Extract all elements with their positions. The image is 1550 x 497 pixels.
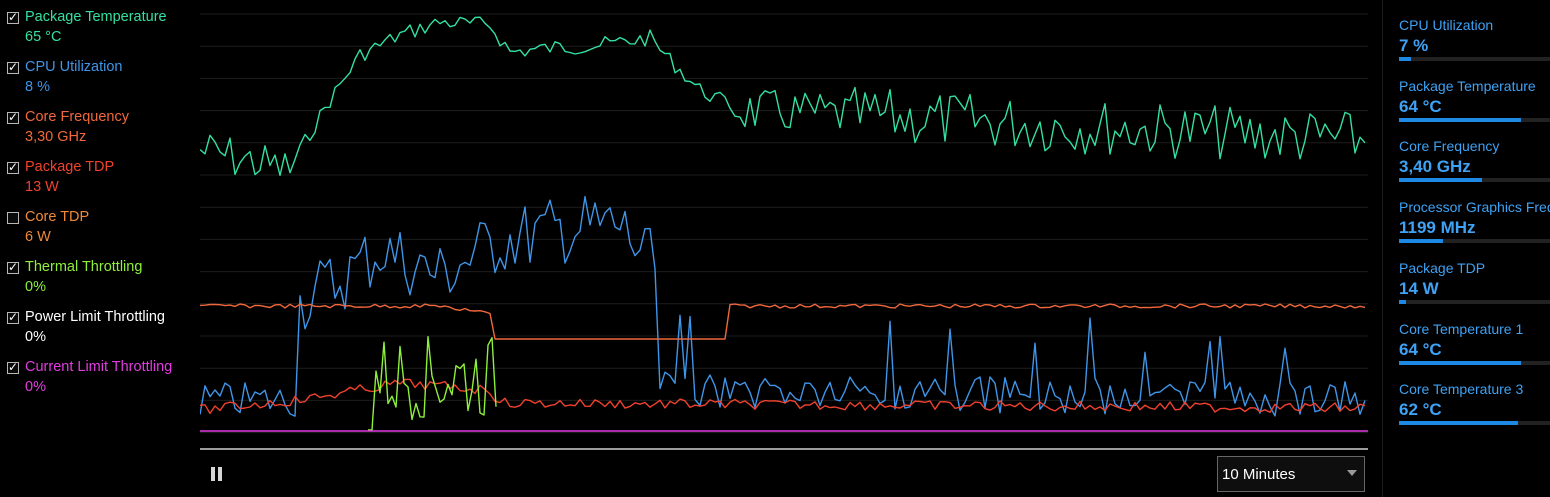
metric-bar <box>1399 360 1550 365</box>
metric-label: CPU Utilization <box>1399 17 1494 33</box>
time-range-select[interactable]: 10 Minutes <box>1217 456 1365 492</box>
thermal-throttling-line <box>368 336 497 431</box>
metric-bar-fill <box>1399 178 1483 183</box>
legend-item: Package Temperature 65 °C <box>7 9 195 49</box>
metric-bar-fill <box>1399 117 1522 122</box>
metric-bar <box>1399 57 1550 61</box>
metric-label: Core Temperature 3 <box>1399 381 1524 398</box>
metric-bar-fill <box>1399 421 1518 426</box>
legend-label: CPU Utilization <box>25 59 123 75</box>
metric-label: Processor Graphics Freq <box>1399 199 1550 216</box>
legend-label: Core TDP <box>25 209 90 225</box>
metric-bar-fill <box>1399 360 1522 365</box>
metric-value: 64 °C <box>1399 96 1442 116</box>
package-temperature-line <box>200 16 1366 177</box>
legend-checkbox[interactable] <box>7 260 19 274</box>
legend-item: Core Frequency 3,30 GHz <box>7 109 195 149</box>
metric-bar-fill <box>1399 239 1444 244</box>
legend-label: Power Limit Throttling <box>25 309 165 325</box>
metric-item: Package TDP 14 W <box>1398 260 1550 320</box>
metric-bar <box>1399 117 1550 122</box>
legend-item: Current Limit Throttling 0% <box>7 359 195 399</box>
performance-graph <box>200 0 1368 452</box>
time-range-label: 10 Minutes <box>1222 466 1296 483</box>
metric-item: Core Temperature 1 64 °C <box>1398 321 1550 381</box>
metric-item: Package Temperature 64 °C <box>1398 78 1550 138</box>
metric-value: 64 °C <box>1399 339 1442 359</box>
metric-bar <box>1399 421 1550 426</box>
metric-bar-fill <box>1399 299 1406 304</box>
legend-checkbox[interactable] <box>7 10 19 24</box>
metric-bar-fill <box>1399 57 1411 61</box>
metric-bar <box>1399 178 1550 183</box>
legend-item: Thermal Throttling 0% <box>7 259 195 299</box>
legend-label: Current Limit Throttling <box>25 359 173 375</box>
legend-label: Thermal Throttling <box>25 259 143 275</box>
graph-canvas <box>200 13 1368 450</box>
cpu-utilization-line <box>200 195 1366 417</box>
legend-value: 8 % <box>25 79 50 95</box>
metric-item: CPU Utilization 7 % <box>1398 17 1550 77</box>
core-frequency-line <box>200 303 1366 340</box>
legend-checkbox[interactable] <box>7 360 19 374</box>
legend-item: Power Limit Throttling 0% <box>7 309 195 349</box>
metric-value: 7 % <box>1399 36 1429 55</box>
graph-controls: 10 Minutes <box>200 449 1368 497</box>
metric-label: Core Temperature 1 <box>1399 320 1524 337</box>
legend-checkbox[interactable] <box>7 160 19 174</box>
metric-item: Core Frequency 3,40 GHz <box>1398 138 1550 198</box>
legend-value: 0% <box>25 379 46 395</box>
metrics-panel: CPU Utilization 7 % Package Temperature 64 … <box>1398 0 1550 497</box>
legend-checkbox[interactable] <box>7 212 19 224</box>
legend-label: Core Frequency <box>25 109 129 125</box>
package-tdp-line <box>200 378 1366 415</box>
legend-checkbox[interactable] <box>7 60 19 74</box>
legend-checkbox[interactable] <box>7 310 19 324</box>
metric-bar <box>1399 299 1550 304</box>
legend-item: Package TDP 13 W <box>7 159 195 199</box>
metric-value: 62 °C <box>1399 400 1442 420</box>
metric-bar <box>1399 239 1550 244</box>
legend-value: 0% <box>25 329 46 345</box>
legend-value: 0% <box>25 279 46 295</box>
chevron-down-icon <box>1347 470 1357 476</box>
metric-value: 14 W <box>1399 278 1439 298</box>
metric-label: Core Frequency <box>1399 138 1500 155</box>
legend-value: 3,30 GHz <box>25 129 87 145</box>
metric-label: Package TDP <box>1399 259 1486 276</box>
legend-item: Core TDP 6 W <box>7 209 195 249</box>
legend-panel: Package Temperature 65 °C CPU Utilization 8… <box>0 0 195 497</box>
metric-item: Processor Graphics Freq 1199 MHz <box>1398 199 1550 259</box>
pause-icon[interactable] <box>208 465 226 483</box>
legend-label: Package Temperature <box>25 9 167 25</box>
legend-checkbox[interactable] <box>7 110 19 124</box>
legend-item: CPU Utilization 8 % <box>7 59 195 99</box>
legend-value: 6 W <box>25 229 51 245</box>
metric-item: Core Temperature 3 62 °C <box>1398 381 1550 441</box>
metric-label: Package Temperature <box>1399 77 1536 94</box>
legend-value: 13 W <box>25 179 59 195</box>
metric-value: 3,40 GHz <box>1399 157 1471 177</box>
metric-value: 1199 MHz <box>1399 218 1476 238</box>
legend-label: Package TDP <box>25 159 115 175</box>
panel-divider <box>1382 0 1383 497</box>
legend-value: 65 °C <box>25 29 62 45</box>
